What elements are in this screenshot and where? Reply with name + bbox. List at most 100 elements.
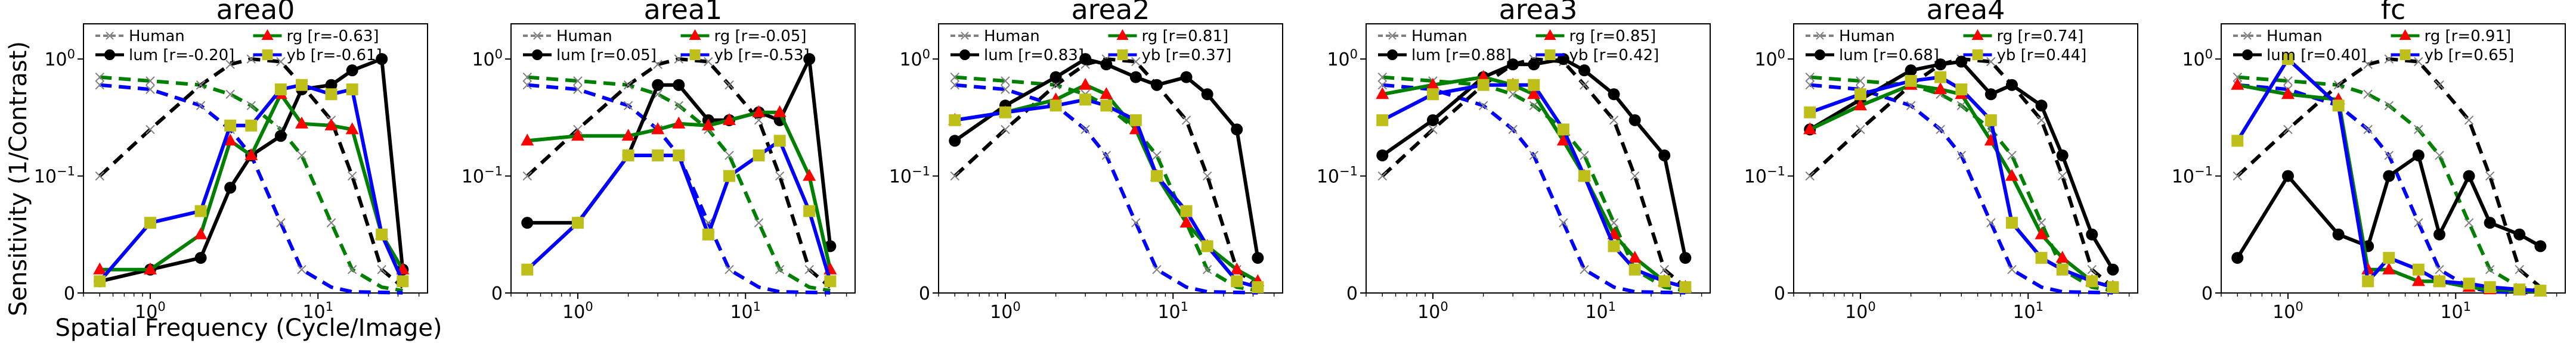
point-yb xyxy=(949,114,961,126)
legend-marker-yb xyxy=(2399,49,2411,60)
human-marker xyxy=(276,57,286,67)
point-lum xyxy=(1231,123,1243,136)
human-marker xyxy=(2435,151,2444,160)
point-yb xyxy=(2107,281,2119,294)
point-lum xyxy=(2086,228,2098,241)
point-yb xyxy=(1100,99,1113,112)
human-marker xyxy=(704,57,713,67)
point-yb xyxy=(2332,99,2345,112)
point-lum xyxy=(1528,58,1540,71)
point-yb xyxy=(521,263,534,276)
point-yb xyxy=(1180,205,1193,217)
legend-label-yb: yb [r=0.65] xyxy=(2425,46,2515,64)
human-marker xyxy=(1001,76,1010,86)
point-rg xyxy=(773,105,787,117)
point-lum xyxy=(1658,149,1671,161)
human-marker xyxy=(950,171,959,181)
point-yb xyxy=(2484,281,2496,294)
point-rg xyxy=(1527,87,1541,99)
human-marker xyxy=(95,171,104,181)
human-marker xyxy=(2384,101,2394,111)
human-marker xyxy=(196,101,206,111)
human-marker xyxy=(1856,76,1865,86)
human-marker xyxy=(724,151,734,160)
human-marker xyxy=(1559,218,1568,227)
human-curve-lum xyxy=(2236,57,2542,289)
human-marker xyxy=(2435,80,2444,90)
point-lum xyxy=(2281,170,2294,182)
point-yb xyxy=(224,119,237,132)
human-marker xyxy=(347,171,357,181)
point-lum xyxy=(2035,99,2048,112)
point-yb xyxy=(325,88,338,101)
point-lum xyxy=(1955,55,1968,68)
panel-title: area0 xyxy=(216,0,295,26)
point-yb xyxy=(2231,135,2244,147)
x-tick-label: 101 xyxy=(302,300,333,323)
point-yb xyxy=(652,149,664,161)
plot-frame xyxy=(1793,23,2138,294)
point-yb xyxy=(803,205,816,217)
human-marker xyxy=(950,72,959,82)
point-lum xyxy=(376,53,388,66)
x-tick-label: 100 xyxy=(2272,300,2303,323)
legend-label-lum: lum [r=0.68] xyxy=(1839,46,1939,64)
human-marker xyxy=(1936,124,1945,135)
legend-marker-yb xyxy=(689,49,701,60)
human-marker xyxy=(1659,265,1669,275)
human-marker xyxy=(297,151,306,160)
point-rg xyxy=(2005,169,2018,181)
point-yb xyxy=(194,205,207,217)
point-yb xyxy=(1608,240,1620,252)
point-yb xyxy=(2086,275,2098,288)
point-rg xyxy=(324,118,338,130)
point-yb xyxy=(1955,83,1968,96)
x-tick-label: 101 xyxy=(1585,300,1616,323)
human-marker xyxy=(1478,101,1488,111)
legend-marker-rg xyxy=(689,29,701,40)
point-rg xyxy=(194,227,208,239)
y-tick-label: 10−1 xyxy=(1744,164,1785,188)
point-rg xyxy=(2411,274,2425,286)
point-yb xyxy=(723,170,735,182)
point-lum xyxy=(2513,228,2526,241)
y-tick-label: 0 xyxy=(64,283,75,304)
human-marker xyxy=(276,218,286,227)
legend-marker-lum xyxy=(1815,49,1825,60)
human-marker xyxy=(804,265,814,275)
point-yb xyxy=(144,217,156,229)
point-yb xyxy=(295,79,308,91)
panel-title: area2 xyxy=(1072,0,1150,26)
point-yb xyxy=(571,217,584,229)
panel-title: fc xyxy=(2381,0,2406,26)
y-tick-label: 100 xyxy=(899,47,930,70)
point-lum xyxy=(1180,71,1193,83)
plot-frame xyxy=(938,23,1283,294)
legend-label-human: Human xyxy=(984,27,1040,45)
human-marker xyxy=(2464,116,2474,125)
human-marker xyxy=(145,85,155,94)
human-marker xyxy=(1080,124,1090,135)
human-marker xyxy=(950,80,959,90)
human-marker xyxy=(522,72,532,82)
x-tick-label: 100 xyxy=(1845,300,1876,323)
point-rg xyxy=(651,122,665,135)
point-rg xyxy=(1628,251,1642,263)
panel-title: area1 xyxy=(644,0,723,26)
human-marker xyxy=(2515,265,2524,275)
y-tick-label: 100 xyxy=(472,47,503,70)
point-yb xyxy=(1079,93,1092,106)
point-rg xyxy=(803,169,816,181)
y-tick-label: 0 xyxy=(2202,283,2213,304)
point-yb xyxy=(94,275,106,288)
legend-label-human: Human xyxy=(1411,27,1467,45)
point-yb xyxy=(2281,53,2294,66)
point-yb xyxy=(824,275,837,288)
human-curve-rg xyxy=(1382,75,1686,293)
human-marker xyxy=(1986,57,1996,67)
